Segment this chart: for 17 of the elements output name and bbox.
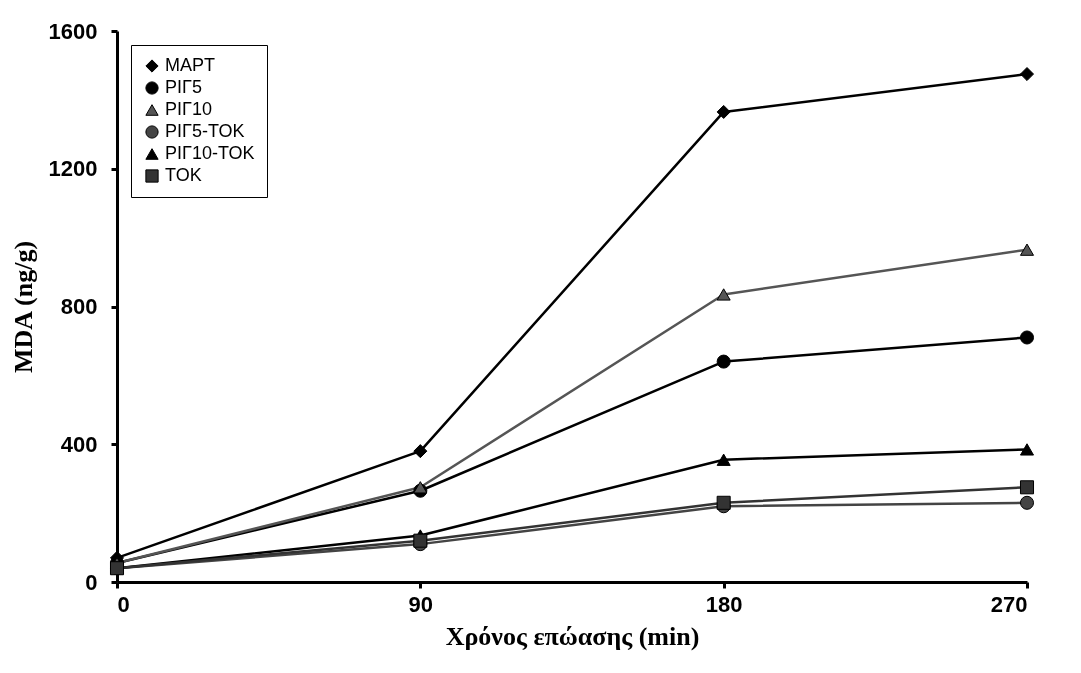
y-tick-label: 1200 [48,156,98,182]
x-axis-title: Χρόνος επώασης (min) [445,621,700,651]
y-tick-label: 1600 [48,18,98,44]
legend-label: ΡΙΓ10 [165,99,212,119]
x-tick-label: 270 [990,591,1028,617]
legend-label: ΡΙΓ10-ΤΟΚ [165,143,255,163]
y-tick-label: 400 [60,431,98,457]
y-tick-label: 0 [85,569,98,595]
y-axis-title: MDA (ng/g) [8,240,38,374]
x-tick-label: 180 [705,591,743,617]
legend-label: ΜΑΡΤ [165,55,216,75]
legend-label: ΡΙΓ5-ΤΟΚ [165,121,245,141]
y-tick-label: 800 [60,294,98,319]
x-tick-label: 90 [408,591,434,617]
x-tick-label: 0 [117,591,130,617]
legend-label: ΡΙΓ5 [165,77,202,97]
legend-label: ΤΟΚ [165,165,202,185]
